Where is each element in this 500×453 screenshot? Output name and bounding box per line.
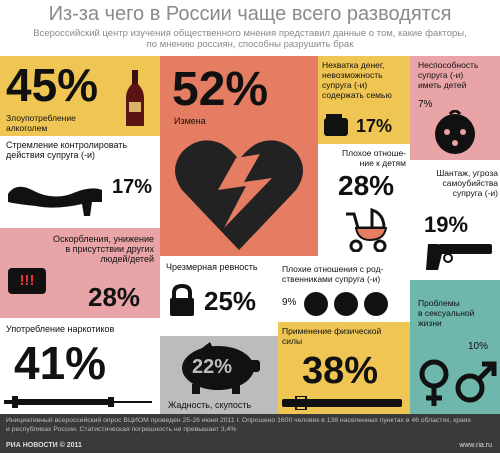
label-alcohol-2: алкоголем (6, 123, 48, 133)
label-blackmail-1: Шантаж, угроза (436, 168, 498, 178)
footer-site: www.ria.ru (459, 442, 492, 449)
subtitle-line-2: по мнению россиян, способны разрушить бр… (146, 39, 354, 50)
speech-bubble-icon: !!! (8, 268, 46, 294)
label-relatives-2: ственниками супруга (-и) (282, 274, 381, 284)
label-insults-1: Оскорбления, унижение (53, 234, 154, 244)
belt-icon (282, 396, 402, 410)
label-alcohol: Злоупотребление алкоголем (6, 113, 76, 133)
padlock-icon (170, 284, 194, 316)
gun-icon (426, 244, 492, 270)
label-relatives-1: Плохие отношения с род- (282, 264, 384, 274)
label-money-1: Нехватка денег, (322, 60, 385, 70)
label-violence: Применение физической силы (282, 326, 381, 346)
label-sex: Проблемы в сексуальной жизни (418, 298, 474, 328)
cell-blackmail: Шантаж, угроза самоубийства супруга (-и)… (410, 160, 500, 280)
label-childless: Неспособность супруга (-и) иметь детей (418, 60, 478, 90)
baby-face-icon (435, 110, 475, 154)
footer-note: Инициативный всероссийский опрос ВЦИОМ п… (6, 417, 471, 433)
stroller-icon (346, 207, 388, 252)
label-children: Плохое отноше- ние к детям (318, 148, 406, 168)
percent-children: 28% (338, 170, 395, 201)
label-alcohol-1: Злоупотребление (6, 113, 76, 123)
ria-logo: РИА НОВОСТИ © 2011 (6, 442, 82, 449)
percent-sex: 10% (468, 341, 489, 352)
cell-greed: 22% Жадность, скупость (160, 336, 278, 414)
label-violence-1: Применение физической (282, 326, 382, 336)
piggy-bank-icon (182, 342, 260, 394)
label-control: Стремление контролировать действия супру… (6, 140, 127, 160)
cell-childless: Неспособность супруга (-и) иметь детей 7… (410, 56, 500, 160)
label-blackmail-2: самоубийства (442, 178, 498, 188)
percent-cheating: 52% (172, 63, 269, 116)
label-control-2: действия супруга (-и) (6, 150, 95, 160)
syringe-icon (4, 396, 152, 408)
gender-symbols-icon (419, 359, 497, 406)
subtitle-line-1: Всероссийский центр изучения общественно… (33, 28, 467, 39)
label-sex-1: Проблемы (418, 298, 460, 308)
cell-jealousy: Чрезмерная ревность 25% (160, 256, 278, 336)
label-childless-3: иметь детей (418, 80, 467, 90)
footer: Инициативный всероссийский опрос ВЦИОМ п… (0, 414, 500, 453)
label-jealousy: Чрезмерная ревность (166, 262, 258, 272)
cell-insults: Оскорбления, унижение в присутствии друг… (0, 228, 160, 318)
faces-icon (304, 292, 388, 316)
percent-money: 17% (356, 116, 393, 136)
bottle-icon (126, 70, 144, 126)
percent-blackmail: 19% (424, 212, 469, 237)
label-sex-2: в сексуальной (418, 308, 475, 318)
percent-relatives: 9% (282, 297, 297, 308)
percent-violence: 38% (302, 350, 379, 392)
label-childless-2: супруга (-и) (418, 70, 464, 80)
label-money-2: невозможность (322, 70, 383, 80)
percent-jealousy: 25% (204, 286, 257, 316)
label-insults-2: в присутствии других (65, 244, 154, 254)
percent-control: 17% (112, 176, 153, 198)
label-money: Нехватка денег, невозможность супруга (-… (322, 60, 392, 100)
percent-childless: 7% (418, 99, 433, 110)
percent-insults: 28% (88, 282, 141, 312)
label-blackmail-3: супруга (-и) (452, 188, 498, 198)
bubble-text: !!! (19, 272, 35, 289)
cell-control: Стремление контролировать действия супру… (0, 136, 160, 228)
percent-drugs: 41% (14, 337, 107, 389)
label-money-4: содержать семью (322, 90, 392, 100)
percent-greed: 22% (192, 356, 233, 378)
page-title: Из-за чего в России чаще всего разводятс… (48, 3, 452, 25)
label-greed: Жадность, скупость (168, 400, 252, 410)
cell-sex: Проблемы в сексуальной жизни 10% (410, 280, 500, 414)
label-relatives: Плохие отношения с род- ственниками супр… (282, 264, 383, 284)
cell-money: Нехватка денег, невозможность супруга (-… (318, 56, 410, 144)
wallet-icon (324, 114, 348, 136)
cell-children: Плохое отноше- ние к детям 28% (318, 144, 410, 256)
page-subtitle: Всероссийский центр изучения общественно… (0, 28, 500, 50)
label-sex-3: жизни (418, 318, 442, 328)
shoe-icon (8, 186, 102, 216)
cell-cheating: 52% Измена (160, 56, 318, 256)
label-children-2: ние к детям (359, 158, 406, 168)
label-insults: Оскорбления, унижение в присутствии друг… (0, 234, 154, 264)
cell-relatives: Плохие отношения с род- ственниками супр… (278, 256, 410, 322)
percent-alcohol: 45% (6, 59, 99, 111)
label-violence-2: силы (282, 336, 303, 346)
label-childless-1: Неспособность (418, 60, 479, 70)
label-insults-3: людей/детей (100, 254, 154, 264)
label-blackmail: Шантаж, угроза самоубийства супруга (-и) (412, 168, 498, 198)
label-control-1: Стремление контролировать (6, 140, 128, 150)
label-drugs: Употребление наркотиков (6, 324, 115, 334)
label-money-3: супруга (-и) (322, 80, 368, 90)
cell-drugs: Употребление наркотиков 41% (0, 318, 160, 414)
broken-heart-icon (175, 140, 303, 250)
label-cheating: Измена (174, 116, 206, 126)
cell-violence: Применение физической силы 38% (278, 322, 410, 414)
label-children-1: Плохое отноше- (342, 148, 406, 158)
cell-alcohol: 45% Злоупотребление алкоголем (0, 56, 160, 136)
